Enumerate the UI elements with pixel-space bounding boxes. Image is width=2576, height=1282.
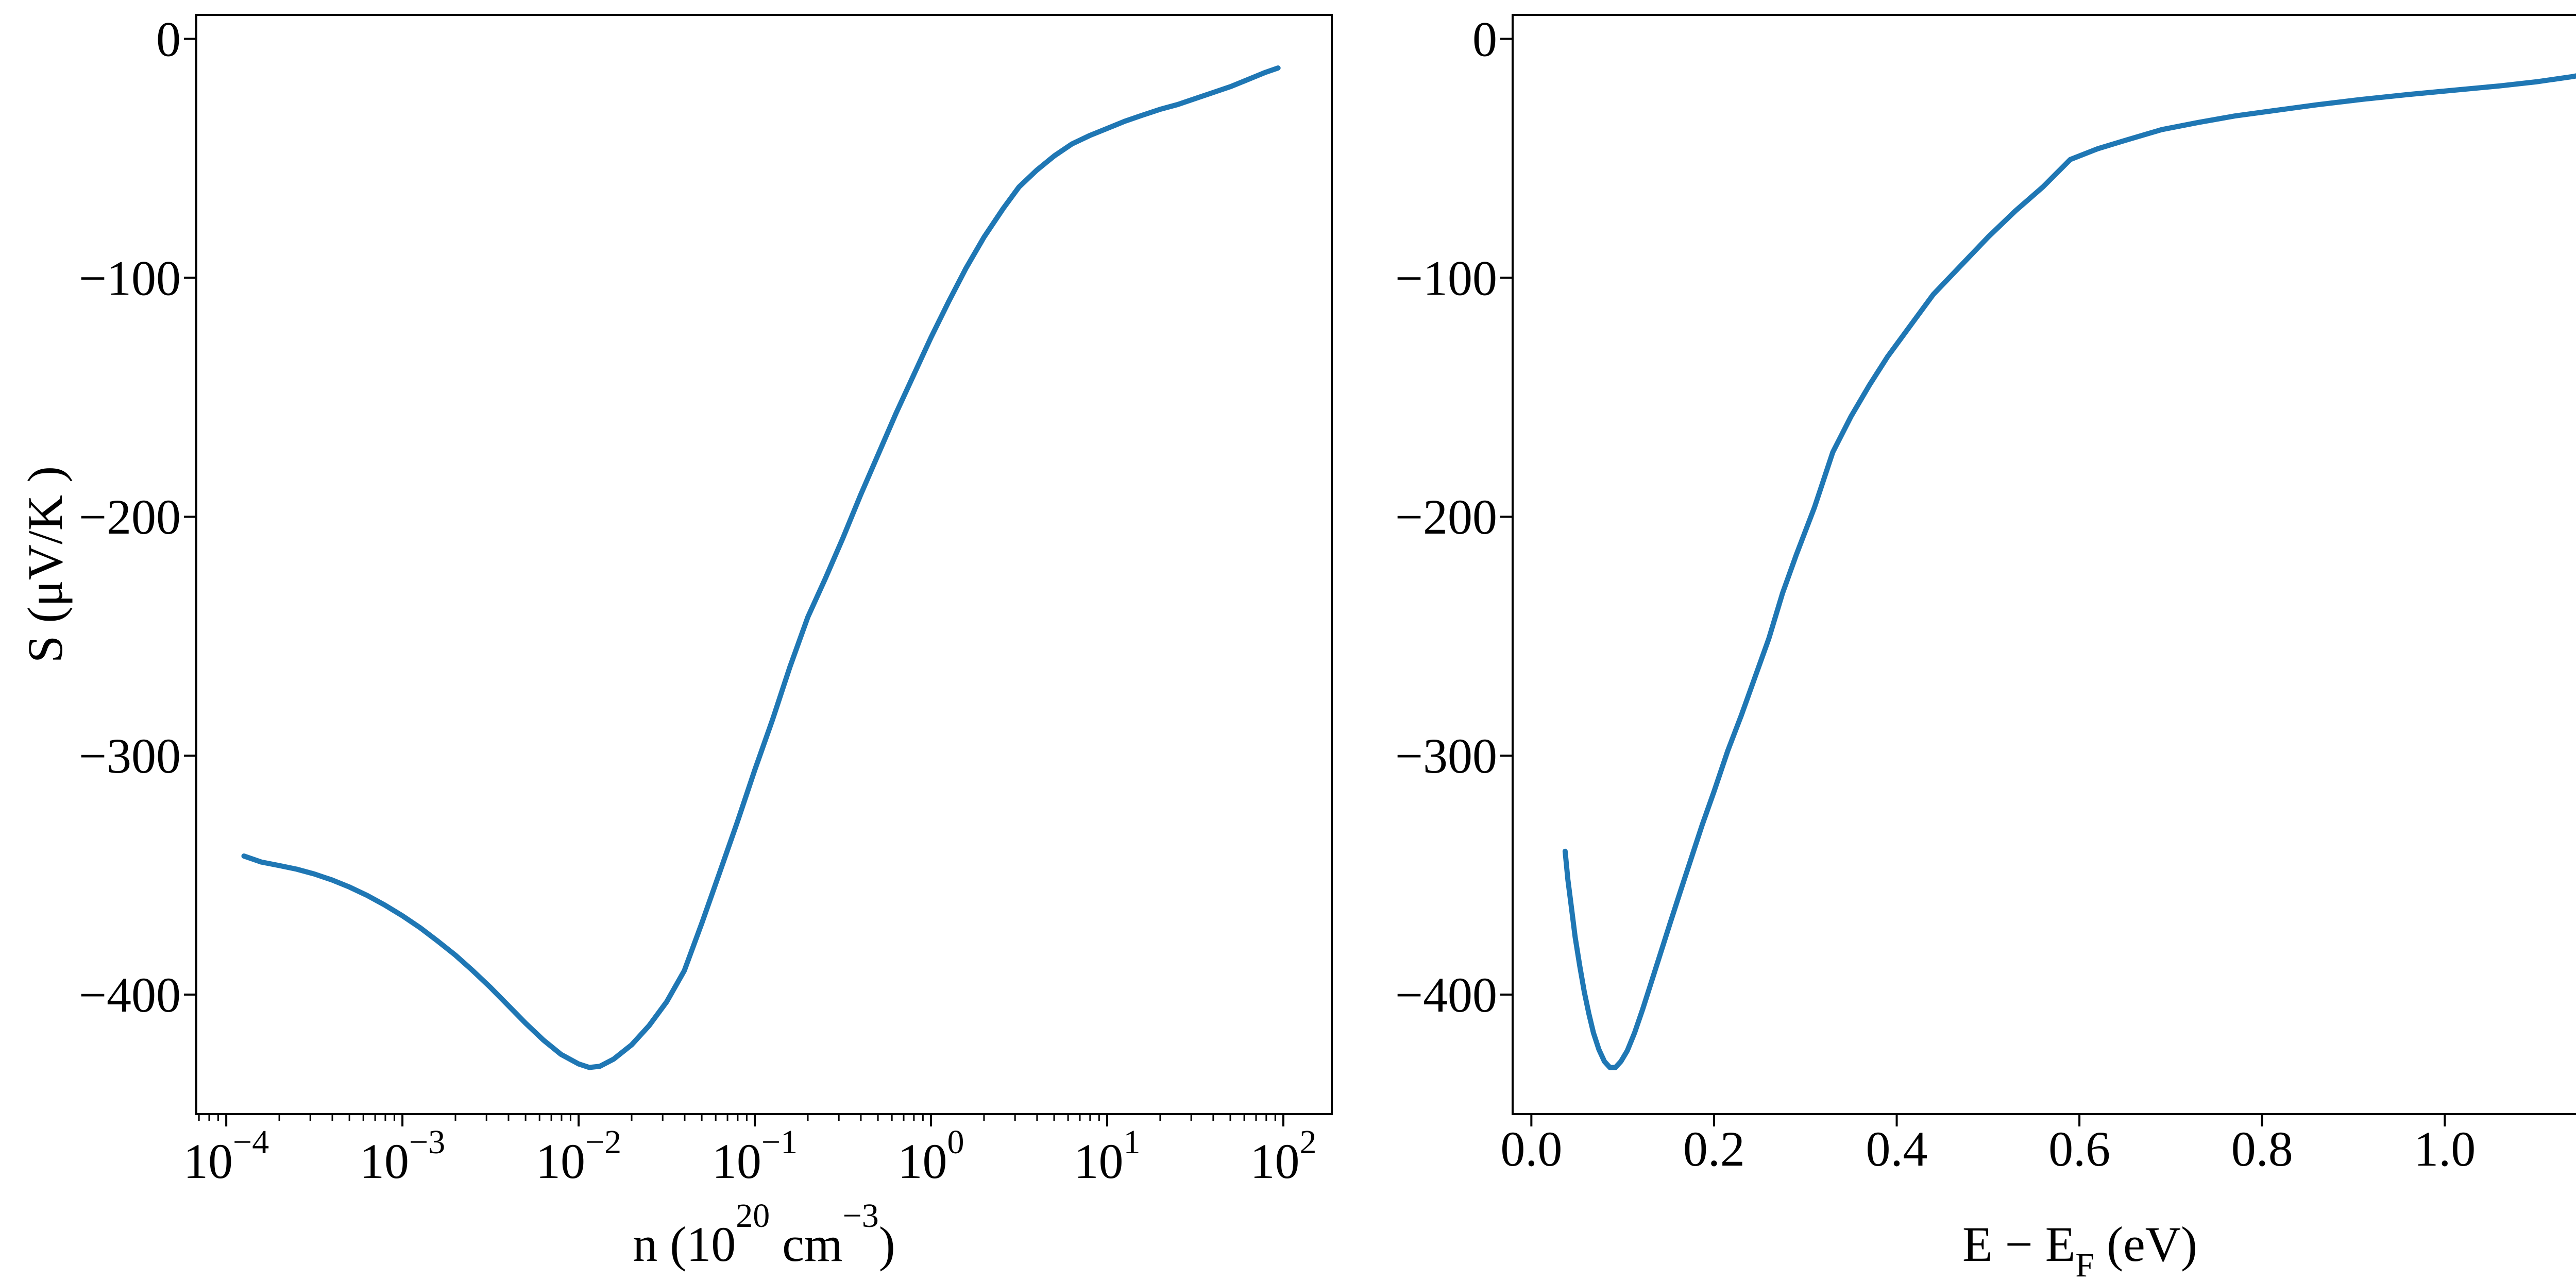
y-tick-label-segment: 0 <box>156 11 181 66</box>
y-tick-label: −200 <box>79 489 181 544</box>
x-tick-label: 102 <box>1250 1123 1316 1189</box>
x-tick-label-segment: 0.6 <box>2048 1121 2110 1176</box>
seebeck-curve-left <box>241 65 1281 1070</box>
x-tick-label-segment: 10 <box>183 1134 233 1189</box>
x-tick-label: 0.0 <box>1500 1121 1562 1176</box>
x-tick-label-segment: 0.4 <box>1866 1121 1928 1176</box>
y-tick-label-segment: −200 <box>79 489 181 544</box>
x-tick-label-segment: 0.0 <box>1500 1121 1562 1176</box>
left-panel-frame <box>195 14 1333 1115</box>
x-tick-label-segment: 10 <box>360 1134 409 1189</box>
x-tick-label: 0.4 <box>1866 1121 1928 1176</box>
x-axis-label-right: E − EF (eV) <box>1962 1217 2197 1282</box>
x-tick-label-segment: 1 <box>1123 1123 1140 1161</box>
x-tick-label: 101 <box>1074 1123 1140 1189</box>
x-tick-label: 10−1 <box>712 1123 798 1189</box>
x-axis-label-right-segment: (eV) <box>2094 1217 2197 1272</box>
x-axis-label-left-segment: −3 <box>843 1197 879 1235</box>
x-tick-label: 10−2 <box>536 1123 621 1189</box>
x-tick-label-segment: 10 <box>1250 1134 1299 1189</box>
x-axis-label-left-segment: cm <box>770 1217 842 1272</box>
y-tick-label-segment: −300 <box>1395 728 1497 783</box>
x-tick-label-segment: 10 <box>536 1134 585 1189</box>
y-axis-label: S (μV/K ) <box>18 466 73 663</box>
right-panel-frame <box>1512 14 2576 1115</box>
x-tick-label-segment: −3 <box>409 1123 445 1161</box>
x-tick-label-segment: −4 <box>233 1123 269 1161</box>
y-tick-label: 0 <box>1472 11 1497 66</box>
x-tick-label: 1.0 <box>2414 1121 2476 1176</box>
x-tick-label: 10−4 <box>183 1123 269 1189</box>
x-tick-label: 10−3 <box>360 1123 445 1189</box>
x-tick-label-segment: 10 <box>1074 1134 1123 1189</box>
y-tick-label: −300 <box>79 728 181 783</box>
y-tick-label: −200 <box>1395 489 1497 544</box>
y-tick-label-segment: −100 <box>1395 250 1497 305</box>
x-axis-label-left: n (1020 cm−3) <box>633 1197 895 1272</box>
x-tick-label-segment: 10 <box>712 1134 761 1189</box>
y-tick-label-segment: −200 <box>1395 489 1497 544</box>
y-tick-label-segment: −100 <box>79 250 181 305</box>
y-tick-label: −300 <box>1395 728 1497 783</box>
x-tick-label-segment: 1.0 <box>2414 1121 2476 1176</box>
y-tick-label: −100 <box>1395 250 1497 305</box>
x-tick-label-segment: −1 <box>761 1123 798 1161</box>
x-tick-label-segment: −2 <box>585 1123 621 1161</box>
x-axis-label-right-segment: F <box>2075 1246 2094 1282</box>
x-axis-label-left-segment: ) <box>879 1217 895 1272</box>
y-tick-label-segment: −400 <box>1395 967 1497 1022</box>
y-tick-label: −400 <box>1395 967 1497 1022</box>
y-axis-label-segment: S (μV/K ) <box>18 466 73 663</box>
x-tick-label-segment: 0 <box>947 1123 964 1161</box>
x-tick-label: 0.8 <box>2231 1121 2293 1176</box>
x-axis-label-left-segment: 20 <box>736 1197 770 1235</box>
x-tick-label-segment: 0.2 <box>1683 1121 1745 1176</box>
panel-left: 10−4 10−3 10−2 10−1 100 101 1020−100−200−300−4… <box>18 11 1333 1272</box>
x-tick-label: 0.6 <box>2048 1121 2110 1176</box>
x-tick-label: 100 <box>898 1123 964 1189</box>
y-tick-label-segment: −400 <box>79 967 181 1022</box>
y-tick-label-segment: 0 <box>1472 11 1497 66</box>
panel-right: 0.00.20.40.60.81.01.20−100−200−300−400E … <box>1395 11 2576 1282</box>
x-tick-label-segment: 0.8 <box>2231 1121 2293 1176</box>
x-tick-label-segment: 10 <box>898 1134 947 1189</box>
y-tick-label: 0 <box>156 11 181 66</box>
y-tick-label: −400 <box>79 967 181 1022</box>
x-tick-label: 0.2 <box>1683 1121 1745 1176</box>
x-axis-label-left-segment: n (10 <box>633 1217 736 1272</box>
x-tick-label-segment: 2 <box>1299 1123 1316 1161</box>
y-tick-label-segment: −300 <box>79 728 181 783</box>
y-tick-label: −100 <box>79 250 181 305</box>
x-axis-label-right-segment: E − E <box>1962 1217 2075 1272</box>
seebeck-curve-right <box>1562 73 2576 1070</box>
